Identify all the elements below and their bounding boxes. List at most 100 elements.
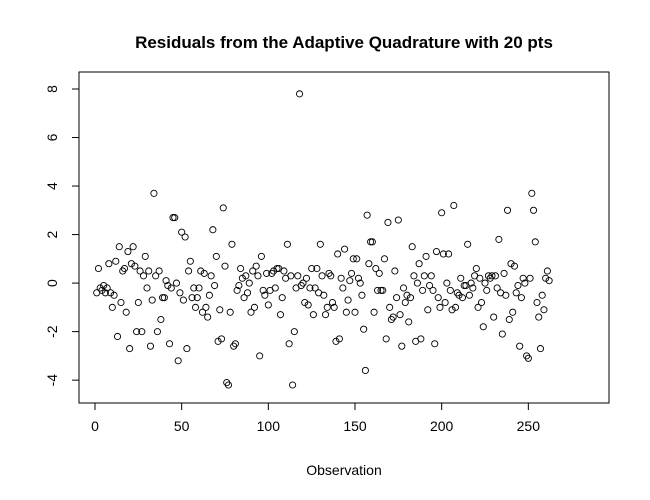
data-point — [233, 286, 241, 294]
data-point — [247, 308, 255, 316]
data-point — [339, 284, 347, 292]
data-point — [308, 264, 316, 273]
data-point — [337, 274, 345, 282]
data-point — [493, 284, 501, 292]
data-point — [185, 267, 193, 275]
data-point — [382, 335, 390, 343]
data-point — [535, 313, 543, 321]
data-point — [178, 228, 186, 236]
data-point — [372, 264, 380, 273]
data-point — [543, 267, 551, 275]
data-point — [257, 252, 265, 260]
data-point — [313, 264, 321, 273]
data-point — [169, 214, 177, 222]
data-point — [510, 262, 519, 270]
data-point — [195, 284, 203, 292]
data-point — [108, 303, 116, 311]
data-point — [354, 274, 363, 282]
data-point — [401, 298, 409, 307]
y-tick-label: 8 — [44, 85, 60, 93]
data-point — [540, 306, 548, 314]
data-point — [115, 243, 123, 251]
data-point — [393, 294, 401, 302]
data-point — [181, 233, 189, 241]
data-point — [216, 306, 224, 314]
data-point — [133, 328, 141, 336]
data-point — [113, 332, 122, 341]
data-point — [105, 260, 113, 268]
data-point — [252, 262, 260, 270]
data-point — [327, 272, 335, 280]
y-tick-label: 2 — [44, 230, 60, 238]
data-point — [425, 281, 434, 290]
data-points — [93, 90, 553, 389]
data-point — [394, 216, 402, 224]
data-point — [209, 226, 217, 234]
data-point — [432, 248, 441, 256]
data-point — [434, 294, 442, 302]
data-point — [117, 298, 125, 307]
x-axis-label: Observation — [306, 462, 381, 478]
data-point — [446, 286, 454, 294]
data-point — [148, 296, 156, 304]
data-point — [136, 267, 144, 275]
data-point — [155, 267, 163, 275]
chart-title: Residuals from the Adaptive Quadrature w… — [135, 33, 553, 52]
data-point — [509, 308, 517, 316]
data-point — [460, 281, 468, 290]
data-point — [488, 272, 496, 280]
data-point — [347, 269, 356, 277]
x-tick-label: 50 — [174, 418, 190, 434]
data-point — [538, 291, 546, 299]
data-point — [399, 284, 408, 292]
data-point — [193, 294, 201, 302]
data-point — [250, 303, 259, 311]
data-point — [152, 272, 160, 280]
data-point — [363, 211, 371, 219]
data-point — [306, 284, 314, 292]
data-point — [419, 286, 427, 294]
data-point — [342, 308, 350, 316]
data-point — [245, 279, 253, 287]
y-tick-label: 6 — [44, 133, 60, 141]
data-point — [165, 340, 174, 348]
data-point — [469, 284, 477, 292]
data-point — [283, 240, 291, 248]
data-point — [289, 381, 297, 389]
data-point — [243, 289, 252, 297]
data-point — [517, 294, 525, 302]
data-point — [413, 279, 421, 287]
data-point — [439, 250, 447, 258]
data-point — [367, 238, 375, 246]
data-point — [429, 286, 437, 294]
data-point — [94, 264, 103, 273]
data-point — [391, 267, 399, 275]
data-point — [443, 279, 451, 287]
data-point — [212, 252, 220, 260]
data-point — [219, 204, 227, 212]
data-point — [183, 345, 191, 353]
data-point — [356, 279, 364, 287]
data-point — [346, 277, 354, 285]
data-point — [276, 311, 285, 319]
data-point — [129, 243, 137, 251]
x-axis: 0 50 100 150 200 250 — [91, 402, 540, 434]
data-point — [360, 325, 368, 333]
data-point — [441, 298, 449, 307]
data-point — [231, 340, 239, 348]
data-point — [150, 189, 158, 197]
data-point — [483, 286, 491, 294]
data-point — [458, 294, 467, 302]
y-tick-label: -4 — [44, 374, 60, 387]
data-point — [505, 315, 513, 324]
data-point — [512, 289, 520, 297]
data-point — [134, 298, 142, 307]
data-point — [198, 308, 207, 316]
data-point — [479, 323, 487, 331]
data-point — [318, 272, 326, 280]
data-point — [273, 264, 281, 273]
data-point — [389, 313, 397, 321]
data-point — [498, 330, 506, 338]
data-point — [531, 238, 539, 246]
data-point — [138, 328, 146, 336]
